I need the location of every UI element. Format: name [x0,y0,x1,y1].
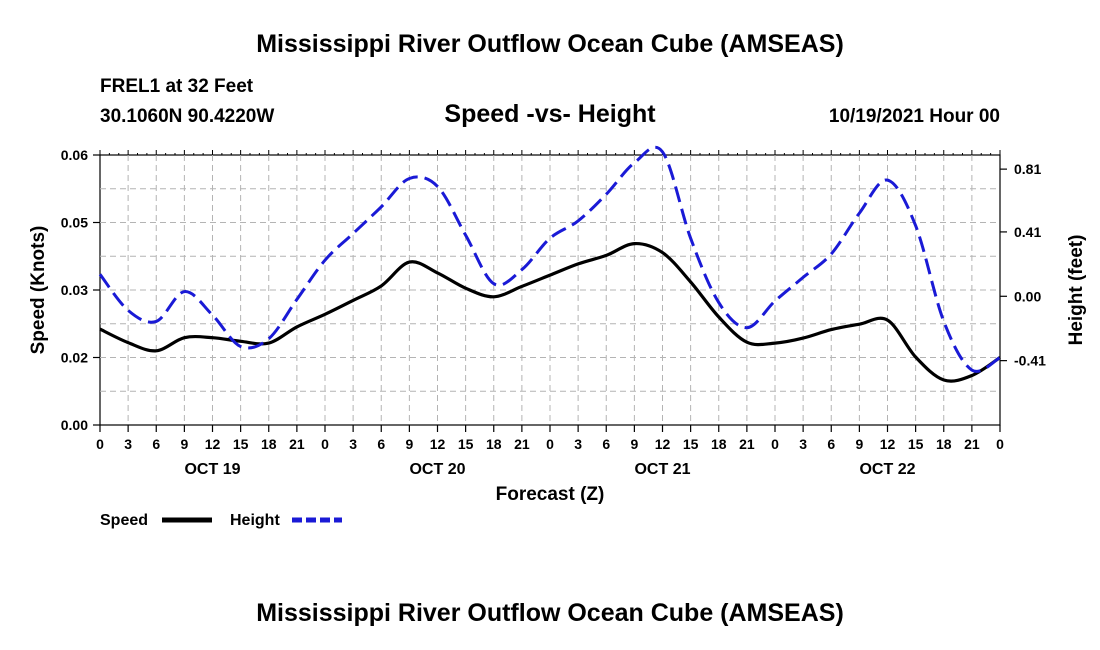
x-day-label: OCT 22 [859,461,915,478]
x-tick-label: 18 [936,436,952,452]
speed-series-line [99,241,1001,383]
x-tick-label: 9 [630,436,638,452]
x-tick-label: 18 [711,436,727,452]
y-left-tick-label: 0.00 [61,417,88,433]
x-tick-label: 3 [799,436,807,452]
x-tick-label: 0 [996,436,1004,452]
legend-speed-label: Speed [100,512,148,529]
y-left-tick-label: 0.06 [61,147,88,163]
footer-title: Mississippi River Outflow Ocean Cube (AM… [256,599,844,627]
x-tick-label: 12 [205,436,221,452]
x-axis-title: Forecast (Z) [496,484,605,505]
y-right-tick-label: 0.41 [1014,224,1041,240]
x-tick-label: 9 [405,436,413,452]
x-tick-label: 0 [771,436,779,452]
x-day-label: OCT 21 [634,461,690,478]
x-tick-label: 21 [514,436,530,452]
page-title: Mississippi River Outflow Ocean Cube (AM… [256,30,844,58]
x-tick-label: 3 [574,436,582,452]
x-tick-label: 0 [321,436,329,452]
x-tick-label: 12 [880,436,896,452]
y-left-tick-label: 0.03 [61,282,88,298]
x-tick-label: 15 [683,436,699,452]
x-tick-label: 15 [233,436,249,452]
y-right-tick-label: 0.81 [1014,161,1041,177]
x-tick-label: 6 [377,436,385,452]
x-tick-label: 6 [602,436,610,452]
x-day-label: OCT 19 [184,461,240,478]
x-tick-label: 9 [180,436,188,452]
x-tick-label: 21 [964,436,980,452]
x-tick-label: 12 [655,436,671,452]
x-tick-label: 21 [739,436,755,452]
x-tick-label: 3 [124,436,132,452]
height-series-line [98,145,1001,373]
y-right-tick-label: 0.00 [1014,288,1041,304]
x-tick-label: 21 [289,436,305,452]
x-tick-label: 0 [546,436,554,452]
x-tick-label: 0 [96,436,104,452]
coordinates-label: 30.1060N 90.4220W [100,106,275,127]
station-label: FREL1 at 32 Feet [100,76,254,97]
x-tick-label: 18 [261,436,277,452]
y-left-axis-title: Speed (Knots) [28,226,49,355]
chart-title: Speed -vs- Height [444,100,656,128]
y-right-tick-label: -0.41 [1014,353,1046,369]
x-tick-label: 6 [827,436,835,452]
x-tick-label: 15 [458,436,474,452]
legend-height-label: Height [230,512,280,529]
x-day-label: OCT 20 [409,461,465,478]
x-tick-label: 6 [152,436,160,452]
x-tick-label: 18 [486,436,502,452]
x-tick-label: 12 [430,436,446,452]
forecast-datetime: 10/19/2021 Hour 00 [828,106,1000,127]
x-tick-label: 15 [908,436,924,452]
y-left-tick-label: 0.05 [61,215,88,231]
x-tick-label: 9 [855,436,863,452]
y-left-tick-label: 0.02 [61,350,88,366]
x-tick-label: 3 [349,436,357,452]
y-right-axis-title: Height (feet) [1066,235,1087,346]
